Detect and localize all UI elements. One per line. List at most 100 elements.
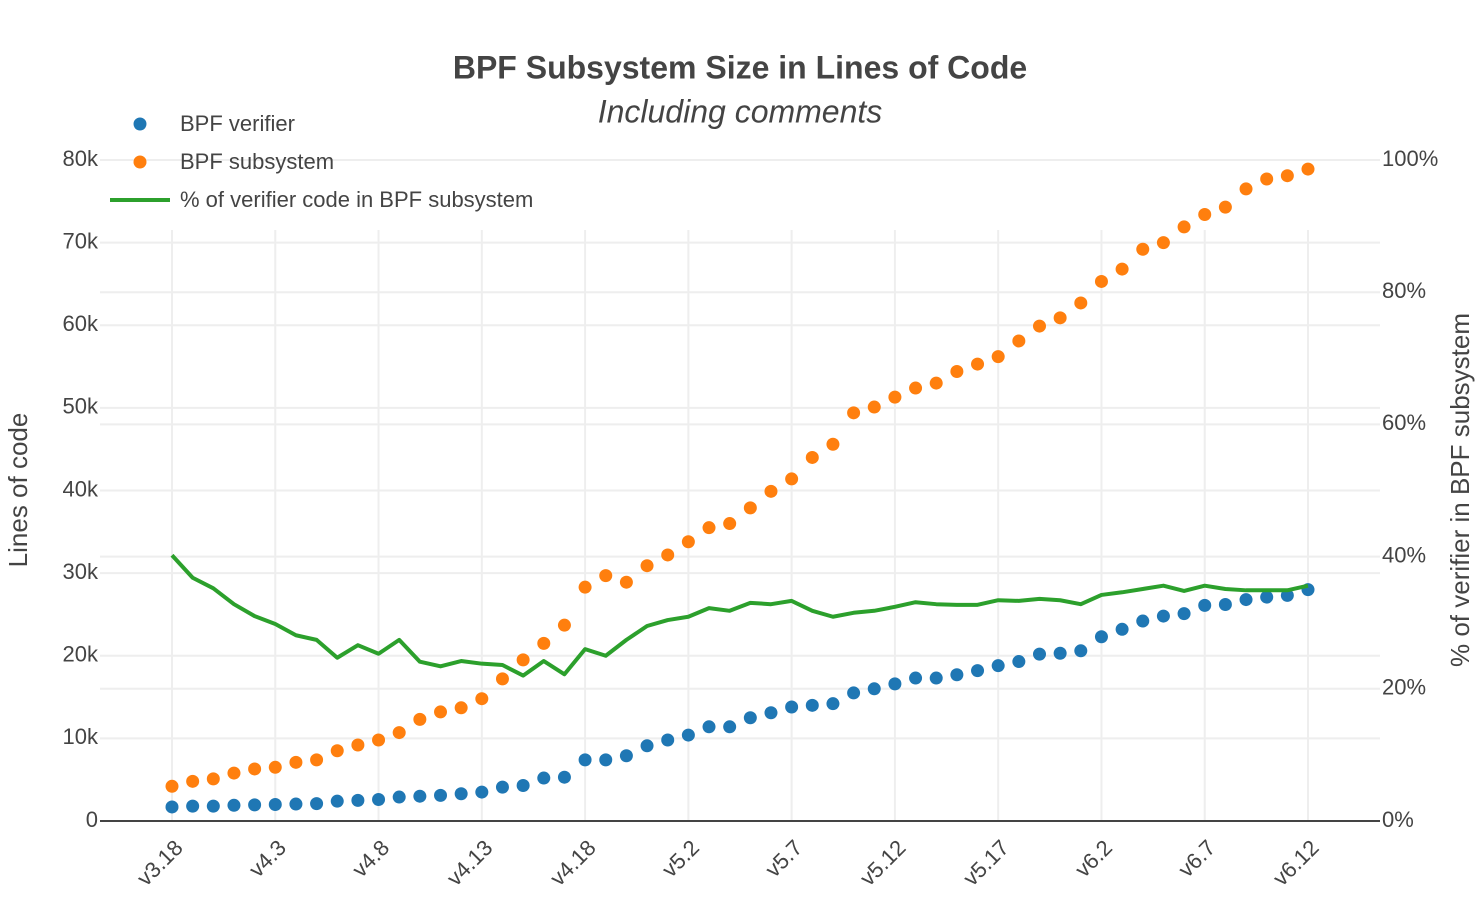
y-tick-label: 60k <box>63 311 99 336</box>
dot <box>1156 236 1170 250</box>
x-tick-label: v6.7 <box>1173 835 1220 882</box>
dot <box>1094 630 1108 644</box>
x-tick-label: v4.3 <box>244 835 291 882</box>
dot <box>1260 590 1274 604</box>
line <box>170 553 1309 678</box>
grid <box>100 159 1380 821</box>
dot <box>248 762 262 776</box>
x-tick-label: v5.12 <box>855 835 911 891</box>
dot <box>351 793 365 807</box>
dot <box>413 789 427 803</box>
dot <box>888 390 902 404</box>
dot <box>1032 647 1046 661</box>
y2-tick-label: 100% <box>1382 146 1438 171</box>
legend-label: % of verifier code in BPF subsystem <box>180 187 533 212</box>
y-tick-label: 0 <box>86 807 98 832</box>
dot <box>785 472 799 486</box>
dot <box>372 793 386 807</box>
dot <box>206 772 220 786</box>
dot <box>805 450 819 464</box>
dot <box>392 790 406 804</box>
dot <box>1301 162 1315 176</box>
legend-label: BPF subsystem <box>180 149 334 174</box>
dot <box>991 350 1005 364</box>
dot <box>372 733 386 747</box>
dot <box>495 672 509 686</box>
dot <box>1053 646 1067 660</box>
dot <box>557 770 571 784</box>
dot <box>1239 182 1253 196</box>
dot <box>1012 334 1026 348</box>
dot <box>743 501 757 515</box>
dot <box>1136 242 1150 256</box>
dot <box>971 357 985 371</box>
dot <box>1074 644 1088 658</box>
dot <box>516 778 530 792</box>
dot <box>454 787 468 801</box>
legend-swatch <box>133 117 147 131</box>
dot <box>1053 311 1067 325</box>
dot <box>165 800 179 814</box>
dot <box>1156 609 1170 623</box>
dot <box>434 705 448 719</box>
dot <box>289 755 303 769</box>
dot <box>1115 262 1129 276</box>
x-tick-label: v5.2 <box>657 835 704 882</box>
dot <box>805 698 819 712</box>
dot <box>475 692 489 706</box>
dot <box>475 785 489 799</box>
dot <box>186 774 200 788</box>
legend-label: BPF verifier <box>180 111 295 136</box>
dot <box>826 697 840 711</box>
y-tick-label: 40k <box>63 476 99 501</box>
dot <box>537 636 551 650</box>
dot <box>723 720 737 734</box>
dot <box>310 753 324 767</box>
dot <box>578 753 592 767</box>
dot <box>847 686 861 700</box>
dot <box>227 798 241 812</box>
dot <box>661 733 675 747</box>
dot <box>310 797 324 811</box>
y-tick-label: 70k <box>63 228 99 253</box>
dot <box>1177 220 1191 234</box>
dot <box>867 400 881 414</box>
dot <box>392 726 406 740</box>
dot <box>248 798 262 812</box>
dot <box>495 780 509 794</box>
y2-tick-label: 20% <box>1382 675 1426 700</box>
chart-title: BPF Subsystem Size in Lines of Code <box>453 49 1027 85</box>
dot <box>743 711 757 725</box>
dot <box>186 799 200 813</box>
dot <box>268 797 282 811</box>
dot <box>330 794 344 808</box>
y2-tick-label: 0% <box>1382 807 1414 832</box>
x-tick-label: v6.2 <box>1070 835 1117 882</box>
dot <box>413 712 427 726</box>
dot <box>723 517 737 531</box>
dot <box>557 618 571 632</box>
dot <box>268 760 282 774</box>
dot <box>867 682 881 696</box>
x-tick-label: v5.7 <box>760 835 807 882</box>
dot <box>950 365 964 379</box>
dot <box>1012 655 1026 669</box>
dot <box>165 779 179 793</box>
dot <box>888 677 902 691</box>
x-tick-label: v4.8 <box>347 835 394 882</box>
dot <box>619 749 633 763</box>
dot <box>909 671 923 685</box>
dot <box>681 535 695 549</box>
y-tick-label: 30k <box>63 559 99 584</box>
dot <box>206 799 220 813</box>
dot <box>537 771 551 785</box>
dot <box>1115 622 1129 636</box>
y-tick-label: 10k <box>63 724 99 749</box>
dot <box>227 766 241 780</box>
dot <box>764 706 778 720</box>
y-tick-label: 50k <box>63 394 99 419</box>
dot <box>434 788 448 802</box>
dot <box>289 797 303 811</box>
dot <box>991 659 1005 673</box>
dot <box>454 701 468 715</box>
